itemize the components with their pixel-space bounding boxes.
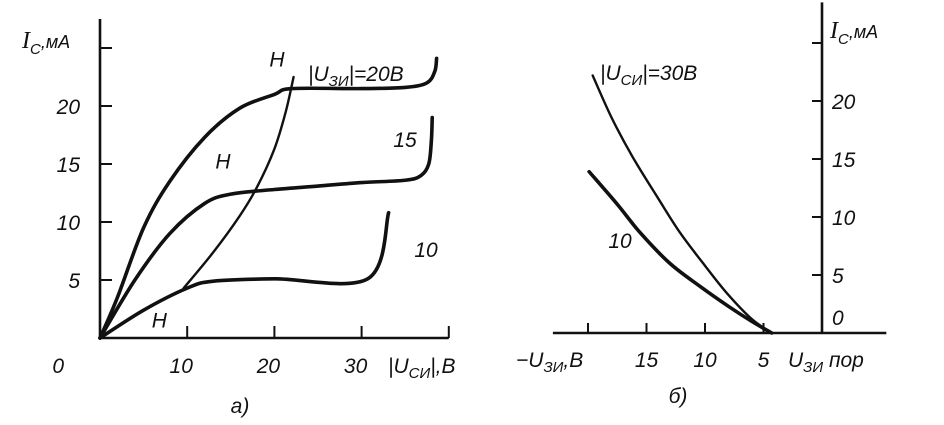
panel-label: а) [231, 395, 250, 418]
panel-a-output-characteristics: 5 10 15 20 10 20 30 0 IC,мА |UСИ|,В а) |UЗИ|=20В 15 1… [21, 19, 455, 418]
x-tick-label: 10 [693, 349, 717, 372]
annotation-H: Н [152, 310, 168, 333]
x-tick-label: 5 [758, 349, 770, 372]
series-line-10V [587, 169, 774, 335]
series-label-10: 10 [608, 230, 632, 253]
annotation-H: Н [215, 151, 231, 174]
panel-label: б) [669, 385, 688, 408]
x-tick-label: 15 [635, 349, 659, 372]
series-line-saturation-boundary [182, 75, 295, 290]
series-line-30V [591, 74, 773, 335]
threshold-voltage-label: UЗИ пор [788, 349, 864, 376]
x-tick-label: 10 [170, 355, 194, 378]
y-tick-label: 0 [832, 307, 844, 330]
y-axis-label: IC,мА [829, 18, 878, 48]
panel-b-transfer-characteristics: 0 5 10 15 20 15 10 5 IC,мА −UЗИ,В UЗИ пор б) |UСИ|=3… [516, 2, 887, 408]
series-label-10: 10 [414, 239, 438, 262]
x-axis-label: |UСИ|,В [388, 355, 455, 382]
series-line-Uзи20В [98, 56, 439, 340]
y-tick-label: 20 [831, 91, 856, 114]
y-tick-label: 15 [832, 149, 856, 172]
y-tick-label: 10 [832, 207, 856, 230]
annotation-H: Н [269, 49, 285, 72]
x-axis-label: −UЗИ,В [516, 349, 583, 376]
series-line-15 [98, 115, 435, 340]
origin-label: 0 [52, 355, 64, 378]
y-tick-label: 10 [57, 212, 81, 235]
y-axis-label: IC,мА [21, 28, 70, 58]
y-tick-label: 15 [57, 154, 81, 177]
series-label-20V: |UЗИ|=20В [308, 63, 404, 90]
series-label-30V: |UСИ|=30В [600, 62, 697, 89]
series-label-15: 15 [393, 129, 417, 152]
y-tick-label: 5 [832, 265, 844, 288]
x-tick-label: 20 [256, 355, 281, 378]
y-tick-label: 5 [68, 270, 80, 293]
y-tick-label: 20 [56, 96, 81, 119]
x-tick-label: 30 [344, 355, 368, 378]
series-line-10 [98, 210, 391, 340]
